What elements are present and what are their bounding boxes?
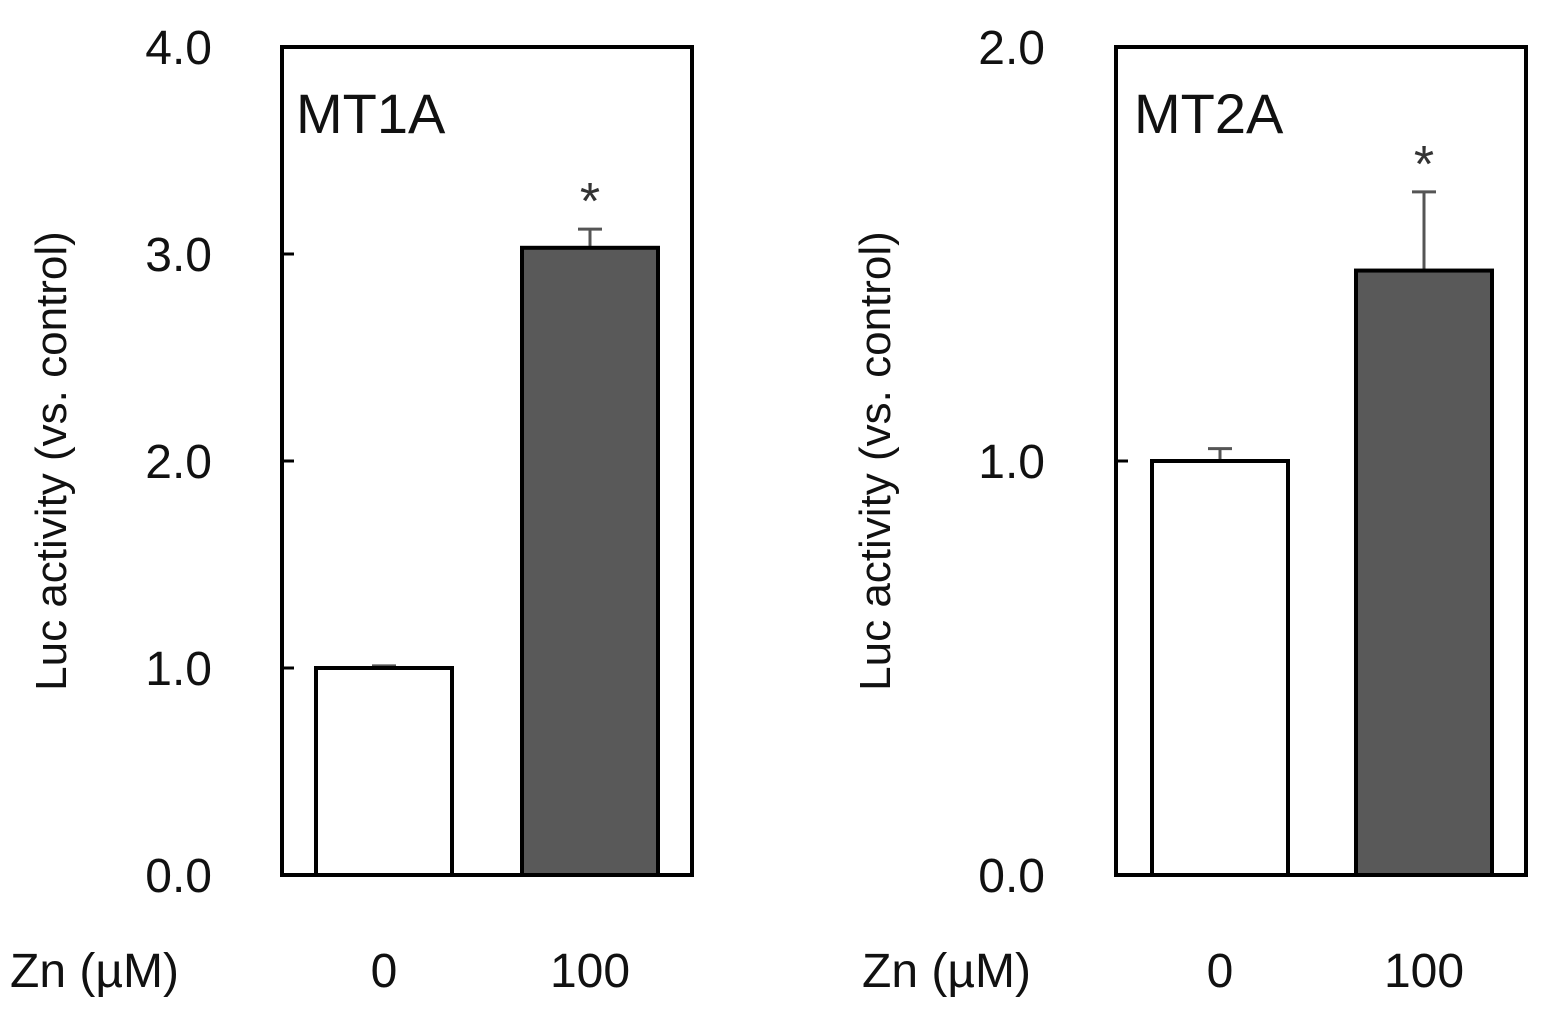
y-axis-label-mt2a: Luc activity (vs. control)	[851, 231, 900, 691]
bar-mt2a-zn-100	[1354, 268, 1494, 877]
x-axis-label-left: Zn (µM)	[10, 945, 179, 998]
y-tick-label-mt2a: 1.0	[978, 436, 1045, 489]
y-tick-label-mt2a: 2.0	[978, 22, 1045, 75]
chart-panel-mt1a: 0.0 1.0 2.0 3.0 4.0 Luc activity (vs. control…	[27, 22, 694, 998]
y-tick-label-mt1a: 1.0	[145, 643, 212, 696]
x-category-label-mt1a: 0	[371, 945, 398, 998]
x-category-label-mt2a: 100	[1384, 945, 1464, 998]
x-axis-label-right: Zn (µM)	[862, 945, 1031, 998]
x-category-label-mt2a: 0	[1207, 945, 1234, 998]
y-tick-label-mt1a: 3.0	[145, 229, 212, 282]
panel-title-mt2a: MT2A	[1134, 82, 1284, 145]
bar-mt1a-zn-0	[314, 666, 454, 877]
y-tick-label-mt1a: 0.0	[145, 850, 212, 903]
panel-title-mt1a: MT1A	[296, 82, 446, 145]
y-tick-label-mt1a: 2.0	[145, 436, 212, 489]
significance-marker-mt1a: *	[580, 173, 600, 231]
chart-panel-mt2a: 0.0 1.0 2.0 Luc activity (vs. control) MT2A 0…	[851, 22, 1528, 998]
bar-mt1a-zn-100	[520, 245, 660, 878]
y-axis-label-mt1a: Luc activity (vs. control)	[27, 231, 76, 691]
bar-mt2a-zn-0	[1150, 459, 1290, 877]
x-category-label-mt1a: 100	[550, 945, 630, 998]
y-tick-label-mt2a: 0.0	[978, 850, 1045, 903]
y-tick-label-mt1a: 4.0	[145, 22, 212, 75]
significance-marker-mt2a: *	[1414, 136, 1434, 194]
